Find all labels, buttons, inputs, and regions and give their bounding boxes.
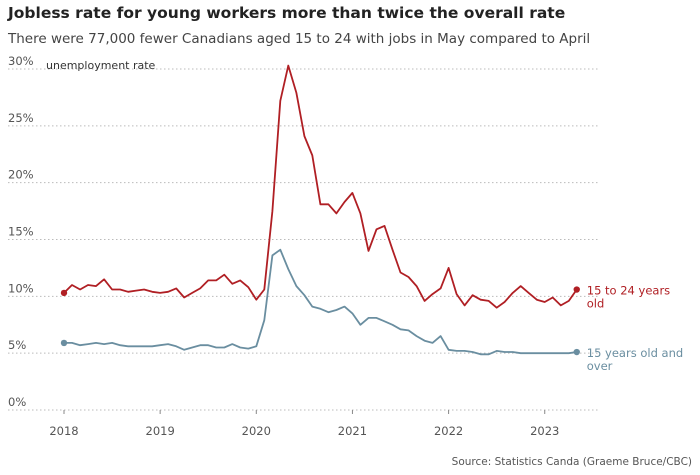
chart-subtitle: There were 77,000 fewer Canadians aged 1… — [8, 31, 591, 47]
x-tick-label: 2019 — [146, 424, 175, 438]
x-tick-label: 2023 — [530, 424, 559, 438]
x-tick-label: 2018 — [49, 424, 78, 438]
series-start-point-1 — [60, 339, 68, 347]
series-label-1: 15 years old and over — [587, 346, 683, 373]
series-end-point-1 — [573, 348, 580, 356]
series — [60, 64, 580, 356]
gridlines — [8, 68, 598, 411]
series-label-0: 15 to 24 years old — [587, 284, 670, 311]
y-tick-label: 20% — [8, 168, 34, 182]
series-labels: 15 to 24 years old 15 years old and over — [587, 284, 683, 374]
series-end-point-0 — [573, 286, 580, 293]
series-line-0 — [63, 64, 578, 309]
y-axis-ticks: 0% 5% 10% 15% 20% 25% 30% — [8, 54, 34, 409]
y-tick-label: 0% — [8, 395, 26, 409]
x-tick-label: 2020 — [242, 424, 271, 438]
y-tick-label: 5% — [8, 338, 26, 352]
source-note: Source: Statistics Canda (Graeme Bruce/C… — [451, 456, 692, 468]
x-tick-label: 2022 — [434, 424, 463, 438]
chart-title: Jobless rate for young workers more than… — [8, 4, 566, 22]
y-tick-label: 25% — [8, 111, 34, 125]
x-axis-ticks: 2018 2019 2020 2021 2022 2023 — [49, 410, 559, 438]
series-line-1 — [64, 248, 577, 356]
series-start-point-0 — [60, 289, 68, 297]
y-tick-label: 30% — [8, 54, 34, 68]
y-tick-label: 15% — [8, 225, 34, 239]
y-axis-label: unemployment rate — [46, 59, 156, 72]
y-tick-label: 10% — [8, 281, 34, 295]
x-tick-label: 2021 — [338, 424, 367, 438]
